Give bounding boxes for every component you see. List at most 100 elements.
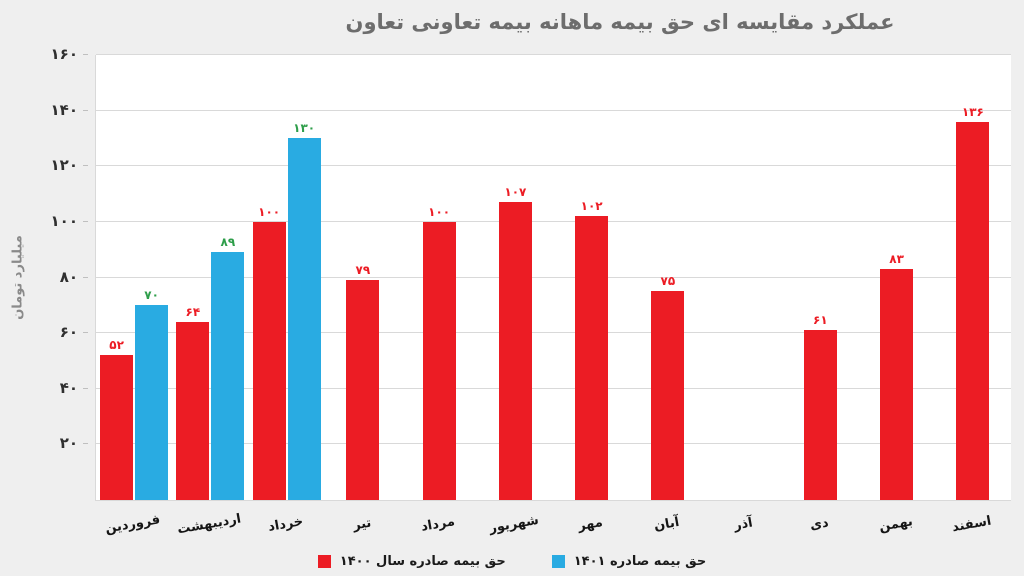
bar-group: ۱۰۰ <box>422 204 456 500</box>
bar-value-label: ۷۵ <box>660 274 676 289</box>
chart-title: عملکرد مقایسه ای حق بیمه ماهانه بیمه تعا… <box>345 10 895 34</box>
bar <box>100 355 134 500</box>
bar-value-label: ۱۳۶ <box>961 104 984 119</box>
bar-value-label: ۵۲ <box>109 338 124 353</box>
gridline <box>96 165 1011 167</box>
y-tick-label: ۱۶۰ <box>50 45 78 63</box>
bar-group: ۱۳۶ <box>956 104 990 500</box>
bar-value-label: ۱۰۰ <box>428 204 451 219</box>
bar <box>252 221 286 500</box>
bar <box>211 252 245 500</box>
bar-value-label: ۶۱ <box>813 313 828 328</box>
legend-item-1400: حق بیمه صادره سال ۱۴۰۰ <box>317 553 506 569</box>
y-tick-label: ۱۴۰ <box>50 100 78 119</box>
bar-group: ۱۳۰ <box>287 121 321 500</box>
bar-value-label: ۸۹ <box>220 235 236 250</box>
legend-item-1401: حق بیمه صادره ۱۴۰۱ <box>551 553 707 569</box>
y-tick-mark <box>83 387 88 389</box>
y-tick-mark <box>83 220 88 222</box>
blue-swatch-icon <box>551 554 565 568</box>
month-slot: ۱۰۷ <box>477 55 553 500</box>
bar-value-label: ۱۰۲ <box>580 199 603 214</box>
bar-value-label: ۱۳۰ <box>293 121 316 136</box>
bar <box>422 221 456 500</box>
y-tick-mark <box>83 109 88 111</box>
y-tick-label: ۱۰۰ <box>50 211 78 230</box>
bar <box>346 280 380 500</box>
month-label: خرداد <box>266 513 305 535</box>
bar <box>575 216 609 500</box>
bar <box>651 291 685 500</box>
month-slot: ۶۴ ۸۹ <box>172 55 248 500</box>
gridline <box>96 54 1011 55</box>
month-label: آبان <box>653 514 681 534</box>
legend: حق بیمه صادره ۱۴۰۱ حق بیمه صادره سال ۱۴۰… <box>0 549 1024 573</box>
month-slot: ۱۰۰ ۱۳۰ <box>249 55 325 500</box>
month-label: اردیبهشت <box>176 511 243 537</box>
legend-label-1400: حق بیمه صادره سال ۱۴۰۰ <box>339 553 506 569</box>
bar <box>287 138 321 500</box>
y-tick-label: ۲۰ <box>59 434 78 453</box>
month-label: دی <box>808 514 830 534</box>
month-label: تیر <box>351 515 373 533</box>
y-tick-mark <box>83 443 88 445</box>
bar-slots: ۵۲ ۷۰ ۶۴ ۸۹ ۱۰۰ ۱۳۰ ۷۹ ۱۰۰ ۱۰۷ ۱۰۲ ۷۵ ۶۱ ۸۳ ۱۳۶ <box>96 55 1011 500</box>
bar <box>956 121 990 500</box>
bar <box>176 322 210 500</box>
gridline <box>96 109 1011 111</box>
legend-label-1401: حق بیمه صادره ۱۴۰۱ <box>573 553 707 569</box>
y-tick-label: ۶۰ <box>59 323 78 342</box>
month-label: فروردین <box>104 511 162 537</box>
bar <box>880 269 914 500</box>
month-slot: ۸۳ <box>859 55 935 500</box>
month-slot: ۱۳۶ <box>935 55 1011 500</box>
gridline <box>96 387 1011 389</box>
y-tick-mark <box>83 276 88 278</box>
y-tick-label: ۱۲۰ <box>50 156 78 175</box>
month-slot: ۱۰۲ <box>554 55 630 500</box>
bar-group: ۶۴ <box>176 305 210 500</box>
y-tick-mark <box>83 54 88 55</box>
bar-value-label: ۸۳ <box>889 252 904 267</box>
bar-group: ۷۹ <box>346 263 380 500</box>
y-tick-label: ۸۰ <box>59 267 78 286</box>
plot-area: ۵۲ ۷۰ ۶۴ ۸۹ ۱۰۰ ۱۳۰ ۷۹ ۱۰۰ ۱۰۷ ۱۰۲ ۷۵ ۶۱ ۸۳ ۱۳۶ <box>95 54 1011 501</box>
month-slot <box>706 55 782 500</box>
month-label: مرداد <box>420 513 457 535</box>
bar <box>803 330 837 500</box>
bar-value-label: ۶۴ <box>185 305 201 319</box>
gridline <box>96 220 1011 222</box>
bar-group: ۱۰۲ <box>575 199 609 500</box>
y-tick-mark <box>83 165 88 167</box>
month-slot: ۷۵ <box>630 55 706 500</box>
red-swatch-icon <box>317 554 331 568</box>
bar-group: ۷۰ <box>135 288 169 500</box>
gridline <box>96 276 1011 278</box>
bar-value-label: ۷۹ <box>355 263 371 278</box>
bar-group: ۷۵ <box>651 274 685 500</box>
bar-value-label: ۱۰۷ <box>504 185 527 200</box>
month-label: بهمن <box>877 513 914 535</box>
month-slot: ۶۱ <box>782 55 858 500</box>
month-slot: ۵۲ ۷۰ <box>96 55 172 500</box>
bar-group: ۵۲ <box>100 338 134 500</box>
bar-group: ۶۱ <box>803 313 837 500</box>
gridline <box>96 332 1011 334</box>
month-slot: ۷۹ <box>325 55 401 500</box>
bar-group: ۸۹ <box>211 235 245 500</box>
x-axis: فروردین اردیبهشت خرداد تیر مرداد شهریور مهر آبا… <box>95 500 1010 548</box>
bar-group: ۸۳ <box>880 252 914 500</box>
bar-value-label: ۷۰ <box>144 288 159 303</box>
bar <box>498 202 532 500</box>
bar-group: ۱۰۰ <box>252 204 286 500</box>
month-label: مهر <box>577 514 605 534</box>
y-tick-mark <box>83 332 88 334</box>
month-label: شهریور <box>488 512 541 536</box>
month-slot: ۱۰۰ <box>401 55 477 500</box>
y-tick-label: ۴۰ <box>59 378 78 397</box>
gridline <box>96 443 1011 445</box>
bar-value-label: ۱۰۰ <box>258 204 281 219</box>
month-label: اسفند <box>951 513 993 535</box>
y-axis: ۲۰ ۴۰ ۶۰ ۸۰ ۱۰۰ ۱۲۰ ۱۴۰ ۱۶۰ <box>0 45 88 500</box>
month-label: آذر <box>732 514 754 534</box>
